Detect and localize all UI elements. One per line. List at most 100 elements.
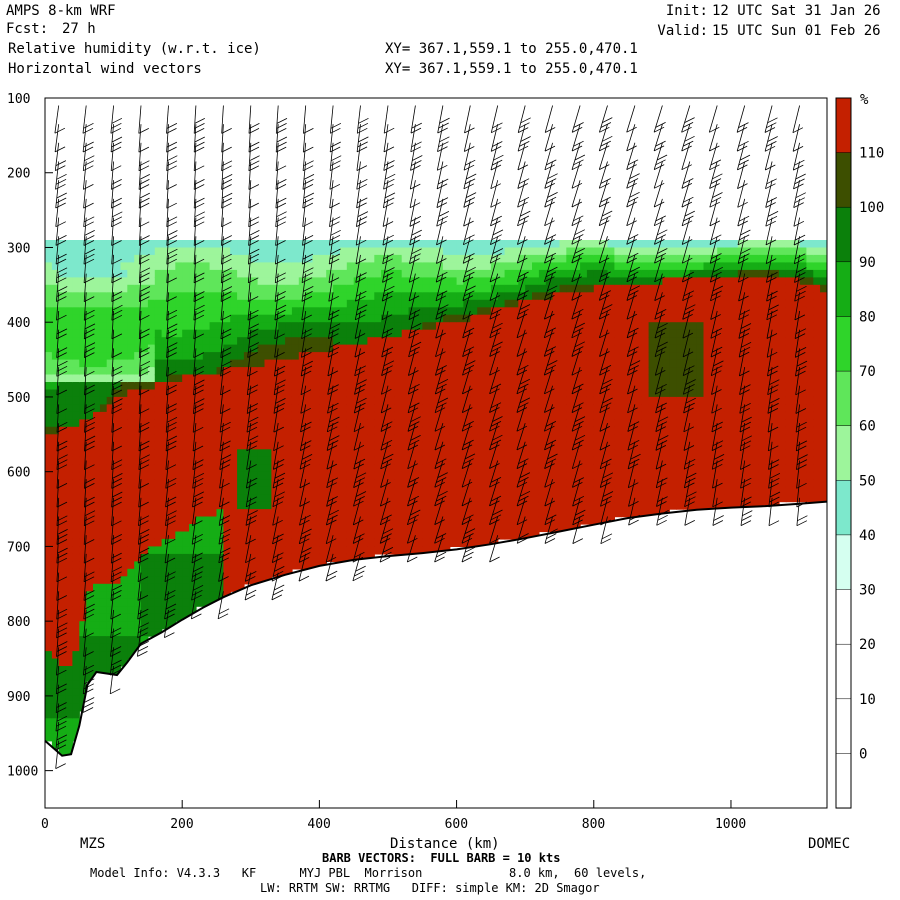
rh-cell [216,486,224,495]
rh-cell [676,501,684,510]
rh-cell [545,299,554,308]
rh-cell [394,344,403,353]
rh-cell [758,486,766,495]
rh-cell [580,337,588,346]
rh-cell [278,247,286,256]
rh-cell [820,277,827,286]
rh-cell [470,277,478,286]
rh-cell [436,382,444,391]
rh-cell [333,531,341,540]
rh-cell [655,419,663,428]
rh-cell [51,695,60,704]
rh-cell [319,486,327,495]
rh-cell [257,486,266,495]
rh-cell [367,247,375,256]
rh-cell [621,262,629,271]
rh-cell [628,426,636,435]
rh-cell [319,299,327,308]
rh-cell [346,254,355,263]
rh-cell [86,546,94,555]
rh-cell [490,329,499,338]
rh-cell [319,449,327,458]
rh-cell [717,352,725,361]
rh-cell [490,434,499,443]
rh-cell [72,352,80,361]
rh-cell [106,553,115,562]
rh-cell [182,344,190,353]
rh-cell [806,292,814,301]
rh-cell [813,359,821,368]
rh-cell [456,322,465,331]
rh-cell [271,449,279,458]
rh-cell [682,479,691,488]
rh-cell [381,471,389,480]
rh-cell [573,344,581,353]
rh-cell [127,396,135,405]
rh-cell [751,352,759,361]
rh-cell [511,396,519,405]
rh-cell [45,725,53,734]
rh-cell [532,262,540,271]
rh-cell [504,396,513,405]
rh-cell [449,277,458,286]
rh-cell [175,262,183,271]
rh-cell [449,352,458,361]
rh-cell [744,337,753,346]
rh-cell [586,389,595,398]
rh-cell [813,426,821,435]
rh-cell [806,389,814,398]
rh-cell [72,254,80,263]
rh-cell [573,277,581,286]
rh-cell [340,359,348,368]
rh-cell [504,277,513,286]
rh-cell [449,367,458,376]
rh-cell [532,352,540,361]
rh-cell [682,307,691,316]
rh-cell [696,329,705,338]
rh-cell [607,254,615,263]
rh-cell [195,337,204,346]
rh-cell [388,538,396,547]
rh-cell [209,464,218,473]
rh-cell [271,486,279,495]
rh-cell [346,277,355,286]
rh-cell [175,344,183,353]
rh-cell [552,456,561,465]
rh-cell [72,382,80,391]
rh-cell [490,411,499,420]
rh-cell [312,509,320,518]
rh-cell [182,359,190,368]
rh-cell [120,658,128,667]
rh-cell [106,262,115,271]
rh-cell [792,441,801,450]
rh-cell [127,329,135,338]
rh-cell [484,329,492,338]
rh-cell [525,486,533,495]
rh-cell [285,329,293,338]
rh-cell [99,658,108,667]
rh-cell [394,359,403,368]
rh-cell [216,411,224,420]
rh-cell [545,389,554,398]
rh-cell [319,352,327,361]
rh-cell [346,434,355,443]
rh-cell [209,456,218,465]
rh-cell [703,419,711,428]
rh-cell [58,658,67,667]
rh-cell [580,509,588,518]
rh-cell [182,486,190,495]
rh-cell [223,247,231,256]
rh-cell [58,314,67,323]
rh-cell [333,352,341,361]
rh-cell [559,486,567,495]
rh-cell [477,374,485,383]
rh-cell [257,434,266,443]
rh-cell [779,284,787,293]
rh-cell [127,374,135,383]
rh-cell [813,314,821,323]
rh-cell [230,262,238,271]
rh-cell [99,247,108,256]
rh-cell [285,538,293,547]
rh-cell [250,441,259,450]
rh-cell [696,240,705,249]
